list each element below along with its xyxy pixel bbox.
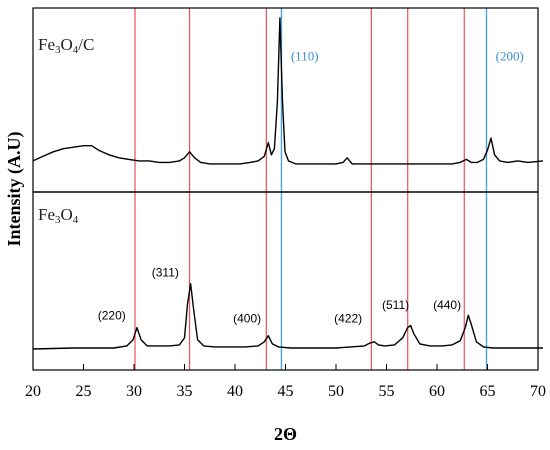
x-tick-label: 45 <box>278 383 294 400</box>
x-tick-label: 35 <box>177 383 193 400</box>
peak-label: (511) <box>382 298 409 312</box>
annotations: Fe3O4/C Fe3O4 (220) (311) (400) (422) (511) (44… <box>38 35 524 325</box>
x-tick-label: 65 <box>480 383 496 400</box>
peak-label: (422) <box>334 311 362 325</box>
peak-label: (440) <box>433 298 461 312</box>
y-axis-label: Intensity (A.U) <box>4 131 25 246</box>
traces <box>32 17 544 350</box>
peak-label: (311) <box>152 266 179 280</box>
reference-label: (200) <box>496 49 524 64</box>
x-tick-label: 70 <box>530 383 546 400</box>
x-axis-label: 2Θ <box>274 424 297 444</box>
panel-label-fe3o4: Fe3O4 <box>38 205 79 226</box>
x-tick-label: 30 <box>126 383 142 400</box>
x-tick-label: 20 <box>25 383 41 400</box>
reference-label: (110) <box>291 49 319 64</box>
x-tick-label: 55 <box>379 383 395 400</box>
peak-label: (220) <box>98 308 126 322</box>
peak-label: (400) <box>233 311 261 325</box>
x-tick-label: 50 <box>328 383 344 400</box>
series-line-fe3o4-c <box>32 17 544 165</box>
x-tick-label: 25 <box>76 383 92 400</box>
x-tick-label: 40 <box>227 383 243 400</box>
x-tick-label: 60 <box>429 383 445 400</box>
panel-label-fe3o4-c: Fe3O4/C <box>38 35 94 56</box>
series-line-fe3o4 <box>32 283 543 350</box>
x-ticks: 20 25 30 35 40 45 50 55 60 65 70 <box>25 364 546 400</box>
